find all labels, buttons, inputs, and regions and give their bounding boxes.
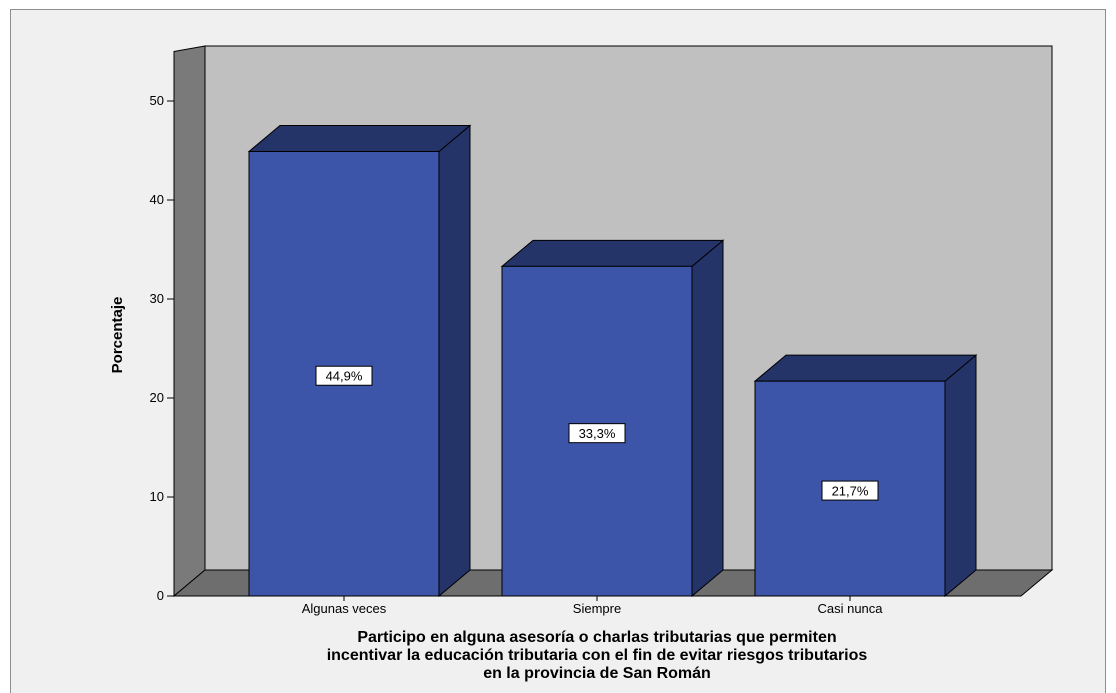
side-wall: [173, 45, 206, 598]
x-axis-label-line-3: en la provincia de San Román: [483, 665, 711, 682]
y-axis-label: Porcentaje: [109, 297, 126, 374]
data-label-1: 33,3%: [579, 426, 616, 441]
bar-2: 21,7%: [753, 354, 978, 598]
bar-side-1: [691, 239, 724, 598]
data-label-0: 44,9%: [326, 369, 363, 384]
bar-top-1: [500, 239, 725, 267]
x-tick-label-2: Casi nunca: [817, 601, 883, 616]
bar-0: 44,9%: [247, 124, 472, 598]
bars: 44,9% 33,3% 21,7%: [247, 124, 978, 598]
y-tick-label-4: 40: [150, 192, 164, 207]
bar-top-0: [247, 124, 472, 152]
y-tick-label-0: 0: [157, 588, 164, 603]
x-tick-label-1: Siempre: [573, 601, 621, 616]
data-label-2: 21,7%: [832, 484, 869, 499]
bar-side-2: [944, 354, 977, 598]
bar-top-2: [753, 354, 978, 382]
y-tick-label-1: 10: [150, 489, 164, 504]
y-axis: 0 10 20 30 40 50 Algunas veces Siempre Casi nunc…: [150, 51, 1021, 616]
x-axis-label-line-1: Participo en alguna asesoría o charlas t…: [357, 629, 836, 646]
x-axis-label: Participo en alguna asesoría o charlas t…: [327, 629, 868, 682]
bar-1: 33,3%: [500, 239, 725, 598]
data-label-box-0: [315, 365, 373, 386]
bar-side-0: [438, 124, 471, 598]
x-tick-label-0: Algunas veces: [302, 601, 387, 616]
bar-front-1: [501, 265, 693, 597]
y-tick-label-2: 20: [150, 390, 164, 405]
data-label-box-2: [821, 480, 879, 501]
x-axis-label-line-2: incentivar la educación tributaria con e…: [327, 647, 868, 664]
y-tick-label-3: 30: [150, 291, 164, 306]
data-label-box-1: [568, 423, 626, 444]
y-tick-label-5: 50: [150, 93, 164, 108]
